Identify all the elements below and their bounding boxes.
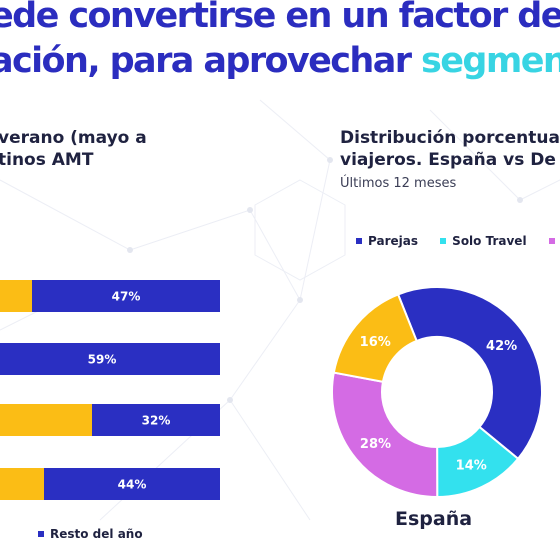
legend-swatch-solo-travel (440, 237, 447, 244)
bar-legend: Resto del año (38, 527, 143, 541)
legend-swatch-partial (548, 237, 555, 244)
bar-data-label-4: 44% (118, 478, 147, 492)
right-chart-subtitle: Últimos 12 meses (340, 176, 457, 191)
right-chart-title: Distribución porcentua viajeros. España … (340, 127, 560, 171)
bar-segment-resto-4 (44, 468, 220, 500)
legend-swatch-resto (38, 530, 44, 537)
donut-slice-1 (396, 286, 543, 461)
bar-segment-resto-3 (92, 404, 220, 436)
left-chart-title: verano (mayo a tinos AMT (0, 127, 147, 171)
headline-accent: segmen (421, 41, 560, 81)
donut-data-label-3: 28% (360, 437, 391, 452)
bar-segment-first-1 (0, 280, 32, 312)
right-chart-title-line-1: Distribución porcentua (340, 128, 560, 148)
donut-data-label-1: 42% (486, 339, 517, 354)
bar-segment-resto-2 (0, 343, 220, 375)
headline-line-1: ede convertirse en un factor de (0, 0, 560, 36)
donut-label-espana: España (395, 508, 473, 530)
legend-swatch-parejas (356, 237, 362, 244)
bar-data-label-2: 59% (88, 353, 117, 367)
legend-item-solo-travel: Solo Travel (440, 234, 527, 248)
legend-item-parejas: Parejas (356, 234, 418, 248)
bar-segment-first-4 (0, 468, 44, 500)
headline-line-2-main: ación, para aprovechar (0, 41, 422, 81)
bar-data-label-3: 32% (142, 414, 171, 428)
right-chart-title-line-2: viajeros. España vs De (340, 150, 556, 170)
left-chart-title-line-1: verano (mayo a (0, 128, 147, 148)
donut-slice-3 (331, 371, 439, 499)
donut-data-label-4: 16% (360, 335, 391, 350)
donut-slice-4 (332, 293, 418, 383)
donut-legend: Parejas Solo Travel (356, 234, 560, 248)
headline-line-2: ación, para aprovechar segmen (0, 41, 560, 81)
bar-segment-first-3 (0, 404, 92, 436)
bar-segment-resto-1 (32, 280, 220, 312)
donut-data-label-2: 14% (456, 458, 487, 473)
legend-label-resto: Resto del año (50, 527, 143, 541)
bar-data-label-1: 47% (112, 290, 141, 304)
left-chart-title-line-2: tinos AMT (0, 150, 94, 170)
